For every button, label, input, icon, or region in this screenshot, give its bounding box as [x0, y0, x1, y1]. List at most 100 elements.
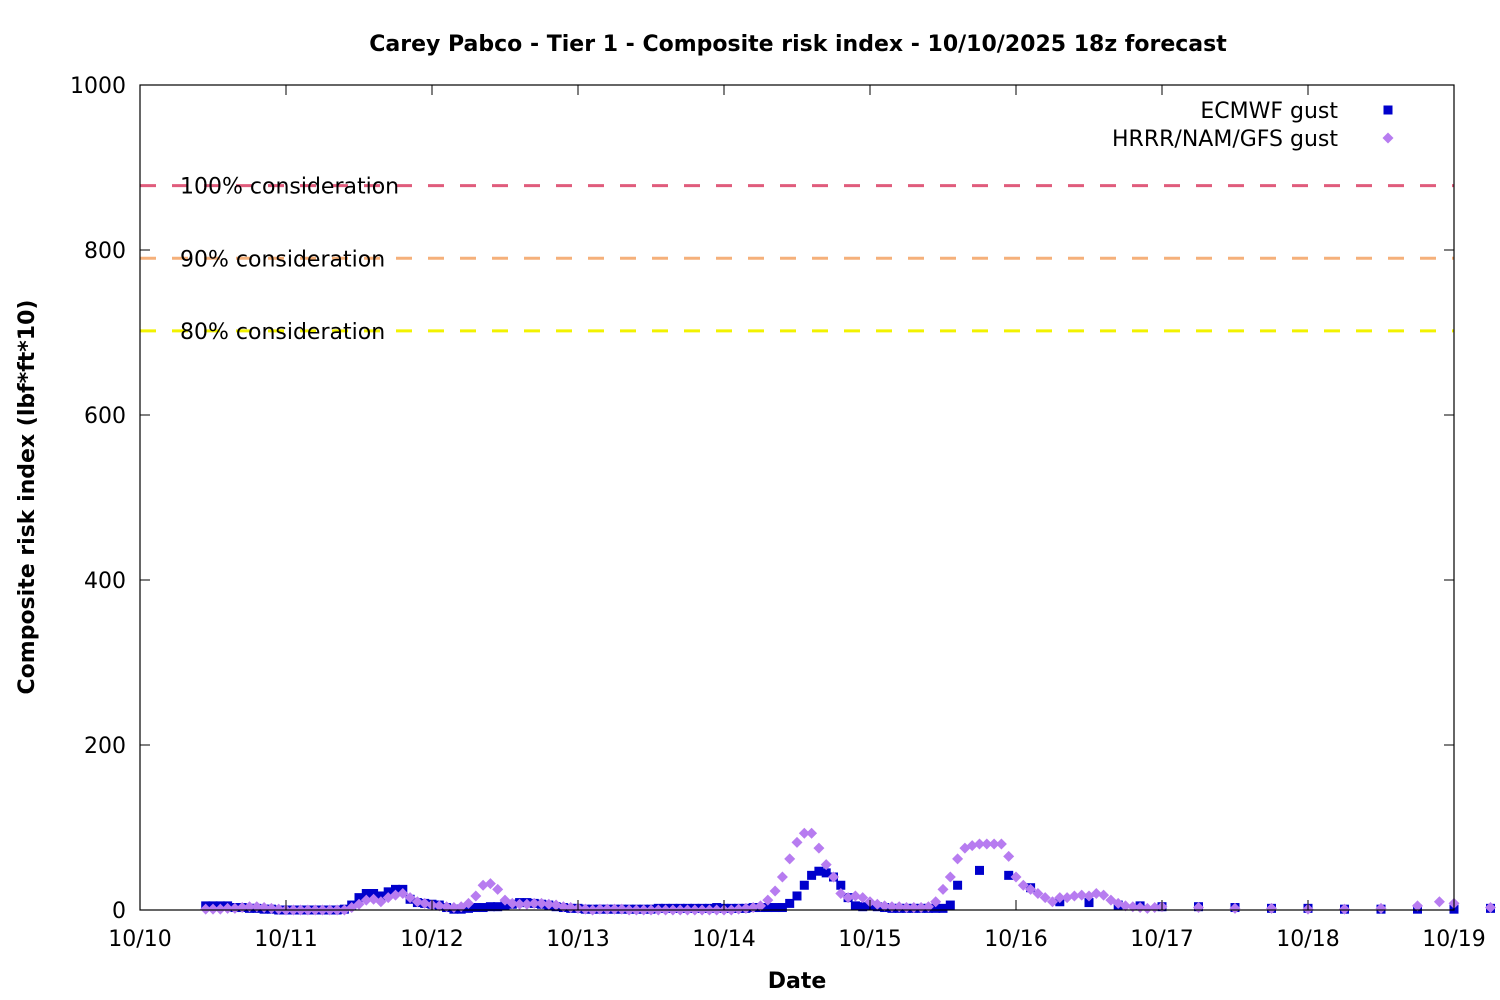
data-point — [937, 883, 949, 895]
data-point — [850, 901, 860, 911]
data-point — [930, 896, 942, 908]
data-point — [871, 898, 883, 910]
data-point — [821, 868, 831, 878]
reference-lines: 100% consideration 90% consideration 80% c… — [140, 175, 1454, 345]
data-point — [471, 903, 481, 913]
x-tick-label: 10/13 — [546, 927, 609, 952]
data-point — [995, 838, 1007, 850]
reference-line-label: 80% consideration — [180, 320, 385, 345]
data-point — [514, 898, 526, 910]
data-point — [785, 898, 795, 908]
data-point — [974, 838, 985, 850]
data-point — [828, 871, 839, 883]
data-point — [478, 903, 488, 913]
data-point — [390, 889, 401, 901]
data-point — [1433, 896, 1445, 908]
data-point — [360, 894, 372, 906]
y-tick-label: 0 — [112, 899, 126, 924]
data-point — [836, 880, 846, 890]
legend-marker — [1383, 105, 1393, 115]
data-point — [361, 889, 371, 898]
data-point — [521, 898, 533, 910]
data-point — [813, 842, 825, 854]
chart-title: Carey Pabco - Tier 1 - Composite risk in… — [369, 32, 1227, 57]
data-point — [1003, 850, 1015, 862]
data-point — [1004, 870, 1014, 880]
reference-line-label: 90% consideration — [180, 247, 385, 272]
legend-marker — [1382, 132, 1394, 144]
data-point — [1266, 902, 1277, 914]
data-point — [411, 896, 423, 908]
data-point — [536, 897, 547, 909]
reference-line-label: 100% consideration — [180, 175, 399, 200]
data-point — [799, 880, 809, 890]
data-point — [791, 836, 803, 848]
y-axis-ticks: 0 200 400 600 800 1000 — [70, 74, 1454, 924]
series-hrrr-nam-gfs — [200, 827, 1496, 916]
data-point — [397, 888, 409, 899]
legend: ECMWF gust HRRR/NAM/GFS gust — [1112, 99, 1394, 152]
y-tick-label: 400 — [84, 569, 126, 594]
data-point — [1084, 898, 1094, 908]
data-point — [975, 865, 984, 875]
data-point — [265, 902, 277, 914]
data-point — [1098, 889, 1110, 901]
data-point — [354, 893, 364, 903]
data-point — [601, 903, 613, 915]
data-point — [1032, 888, 1044, 899]
data-point — [376, 891, 386, 901]
data-point — [792, 891, 802, 901]
data-point — [404, 892, 416, 904]
x-tick-label: 10/17 — [1130, 927, 1193, 952]
data-point — [931, 903, 941, 913]
data-point — [375, 896, 387, 908]
data-point — [463, 897, 474, 909]
data-point — [1068, 890, 1080, 902]
x-tick-label: 10/16 — [984, 927, 1047, 952]
y-tick-label: 600 — [84, 404, 126, 429]
data-point — [945, 900, 955, 910]
y-tick-label: 200 — [84, 734, 126, 759]
data-point — [1010, 871, 1022, 883]
data-point — [1120, 900, 1131, 912]
x-axis-ticks: 10/10 10/11 10/12 10/13 10/14 10/15 10/16 10/17… — [108, 85, 1486, 952]
data-point — [616, 903, 628, 915]
data-point — [493, 902, 503, 912]
data-point — [988, 838, 1000, 850]
data-point — [938, 903, 948, 913]
x-tick-label: 10/18 — [1276, 927, 1339, 952]
data-point — [485, 902, 495, 912]
data-point — [594, 903, 606, 915]
data-point — [383, 887, 393, 897]
x-tick-label: 10/12 — [400, 927, 463, 952]
data-point — [762, 894, 774, 906]
legend-entry-label: ECMWF gust — [1200, 99, 1338, 124]
data-point — [1339, 903, 1350, 915]
data-point — [953, 880, 963, 890]
data-point — [1141, 902, 1153, 914]
data-point — [353, 898, 365, 910]
x-tick-label: 10/19 — [1422, 927, 1485, 952]
data-point — [755, 900, 766, 912]
data-point — [273, 903, 285, 915]
data-point — [733, 903, 745, 915]
data-point — [944, 871, 956, 883]
data-point — [222, 902, 234, 914]
data-point — [419, 897, 431, 909]
plot-frame — [139, 84, 1455, 911]
data-series — [200, 827, 1496, 916]
data-point — [200, 903, 212, 915]
data-point — [857, 892, 869, 904]
data-point — [814, 866, 824, 876]
data-point — [1090, 888, 1102, 899]
data-point — [1412, 900, 1423, 912]
data-point — [550, 899, 562, 911]
data-point — [1017, 879, 1029, 891]
data-point — [858, 902, 868, 912]
data-point — [770, 903, 780, 913]
data-point — [1061, 892, 1073, 904]
data-point — [879, 900, 891, 912]
data-point — [391, 884, 400, 894]
data-point — [492, 883, 504, 895]
